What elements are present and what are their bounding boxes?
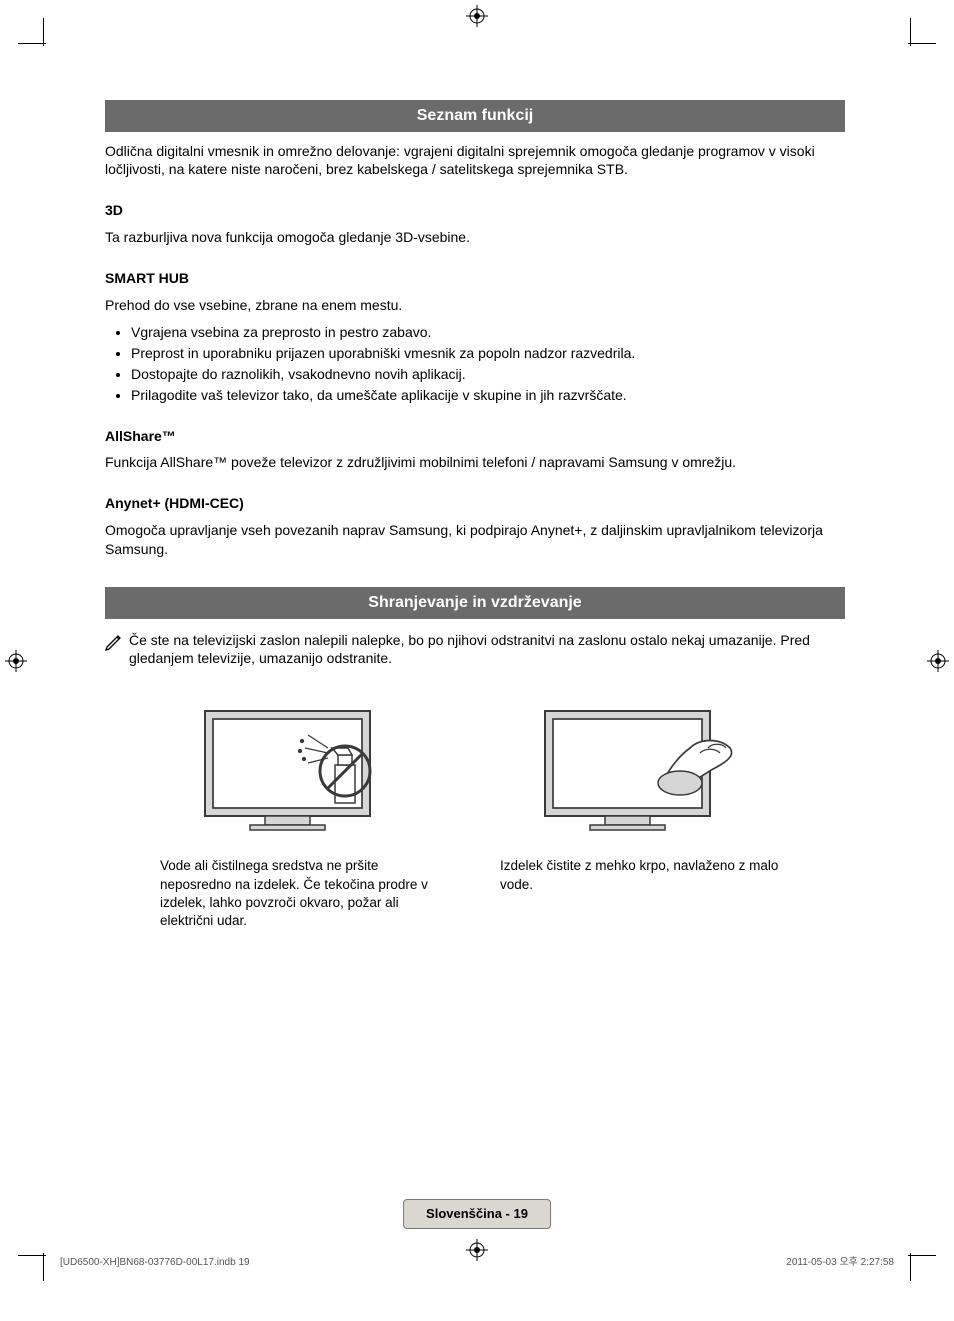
cropmark-br-icon [896,1241,936,1281]
feature-allshare-head: AllShare™ [105,427,845,446]
page-language-indicator: Slovenščina - 19 [403,1199,551,1229]
footer-timestamp: 2011-05-03 오후 2:27:58 [786,1256,894,1270]
tv-spray-illustration-icon [190,693,420,843]
list-item: Preprost in uporabniku prijazen uporabni… [131,344,845,363]
feature-allshare-body: Funkcija AllShare™ poveže televizor z zd… [105,453,845,472]
page-content: Seznam funkcij Odlična digitalni vmesnik… [105,100,845,930]
cropmark-tr-icon [896,18,936,58]
section-title-care: Shranjevanje in vzdrževanje [105,587,845,619]
regmark-right-icon [927,650,949,672]
list-item: Prilagodite vaš televizor tako, da umešč… [131,386,845,405]
footer-file-path: [UD6500-XH]BN68-03776D-00L17.indb 19 [60,1256,250,1270]
caption-wipe: Izdelek čistite z mehko krpo, navlaženo … [500,857,790,930]
feature-anynet-head: Anynet+ (HDMI-CEC) [105,494,845,513]
feature-3d-head: 3D [105,201,845,220]
feature-anynet-body: Omogoča upravljanje vseh povezanih napra… [105,521,845,559]
regmark-left-icon [5,650,27,672]
section-title-features: Seznam funkcij [105,100,845,132]
care-figures [105,690,845,845]
list-item: Vgrajena vsebina za preprosto in pestro … [131,323,845,342]
regmark-top-icon [466,5,488,27]
care-note-text: Če ste na televizijski zaslon nalepili n… [129,631,845,669]
figure-wipe-ok [500,690,790,845]
cropmark-bl-icon [18,1241,58,1281]
list-item: Dostopajte do raznolikih, vsakodnevno no… [131,365,845,384]
care-note: Če ste na televizijski zaslon nalepili n… [105,631,845,669]
care-captions: Vode ali čistilnega sredstva ne pršite n… [105,857,845,930]
caption-spray: Vode ali čistilnega sredstva ne pršite n… [160,857,450,930]
regmark-bottom-icon [466,1239,488,1261]
tv-wipe-illustration-icon [530,693,760,843]
cropmark-tl-icon [18,18,58,58]
note-icon [105,633,123,656]
feature-smarthub-head: SMART HUB [105,269,845,288]
feature-smarthub-body: Prehod do vse vsebine, zbrane na enem me… [105,296,845,315]
feature-smarthub-list: Vgrajena vsebina za preprosto in pestro … [105,323,845,405]
features-intro: Odlična digitalni vmesnik in omrežno del… [105,142,845,180]
figure-spray-warning [160,690,450,845]
feature-3d-body: Ta razburljiva nova funkcija omogoča gle… [105,228,845,247]
